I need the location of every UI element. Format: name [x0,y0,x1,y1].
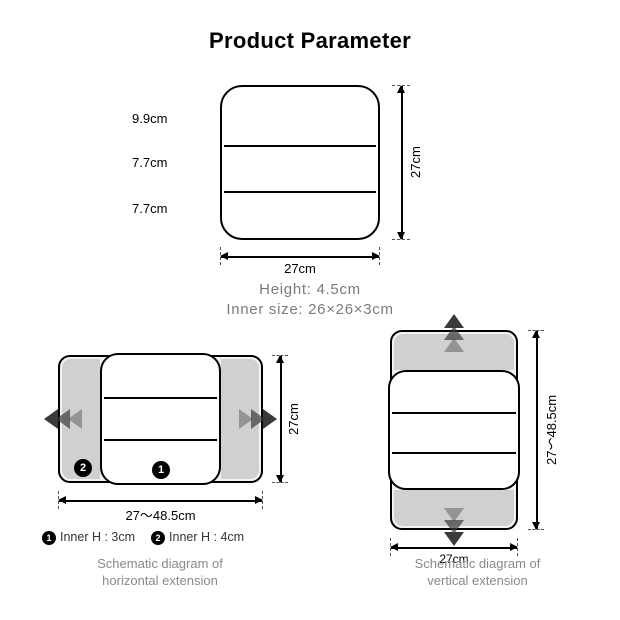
bl-outer-box: 1 2 [58,355,263,483]
legend-item-1: 1Inner H : 3cm [42,530,135,545]
top-box [220,85,380,240]
br-height-dimension: 27～48.5cm [528,330,544,530]
vertical-extension-diagram: 27cm 27～48.5cm [390,330,580,550]
top-height-label: 27cm [408,86,423,239]
inner-size-text: Inner size: 26×26×3cm [226,301,393,318]
bl-width-label: 27～48.5cm [59,505,262,524]
divider-line [392,412,516,414]
badge-small-1: 1 [42,531,56,545]
br-bottom-panel [394,490,514,526]
divider-line [104,397,217,399]
divider-line [224,191,376,193]
divider-line [224,145,376,147]
page-title: Product Parameter [0,28,620,54]
bl-height-label: 27cm [286,356,301,482]
arrow-left-icon [44,409,58,429]
top-subtext: Height: 4.5cm Inner size: 26×26×3cm [0,280,620,321]
arrow-left-icon [56,409,70,429]
section-height-label-1: 9.9cm [132,111,167,126]
top-width-label: 27cm [221,261,379,276]
arrow-up-icon [444,314,464,328]
badge-2: 2 [74,459,92,477]
height-text: Height: 4.5cm [259,281,361,298]
badge-small-2: 2 [151,531,165,545]
arrow-left-icon [68,409,82,429]
legend: 1Inner H : 3cm 2Inner H : 4cm [42,530,244,545]
section-height-label-3: 7.7cm [132,201,167,216]
divider-line [392,452,516,454]
arrow-up-icon [444,326,464,340]
bl-width-dimension: 27～48.5cm [58,491,263,509]
horizontal-extension-diagram: 1 2 27～48.5cm 27cm [58,355,288,555]
bl-right-panel [221,359,259,479]
top-diagram: 9.9cm 7.7cm 7.7cm 27cm 27cm [180,75,440,275]
top-width-dimension: 27cm [220,247,380,265]
br-outer-box [390,330,518,530]
br-top-panel [394,334,514,370]
br-width-dimension: 27cm [390,538,518,556]
bl-height-dimension: 27cm [272,355,288,483]
top-height-dimension: 27cm [392,85,410,240]
br-height-label: 27～48.5cm [542,331,561,529]
divider-line [104,439,217,441]
vertical-caption: Schematic diagram ofvertical extension [390,556,565,590]
section-height-label-2: 7.7cm [132,155,167,170]
horizontal-caption: Schematic diagram ofhorizontal extension [60,556,260,590]
legend-item-2: 2Inner H : 4cm [151,530,244,545]
badge-1: 1 [152,461,170,479]
arrow-up-icon [444,338,464,352]
br-center-box [388,370,520,490]
